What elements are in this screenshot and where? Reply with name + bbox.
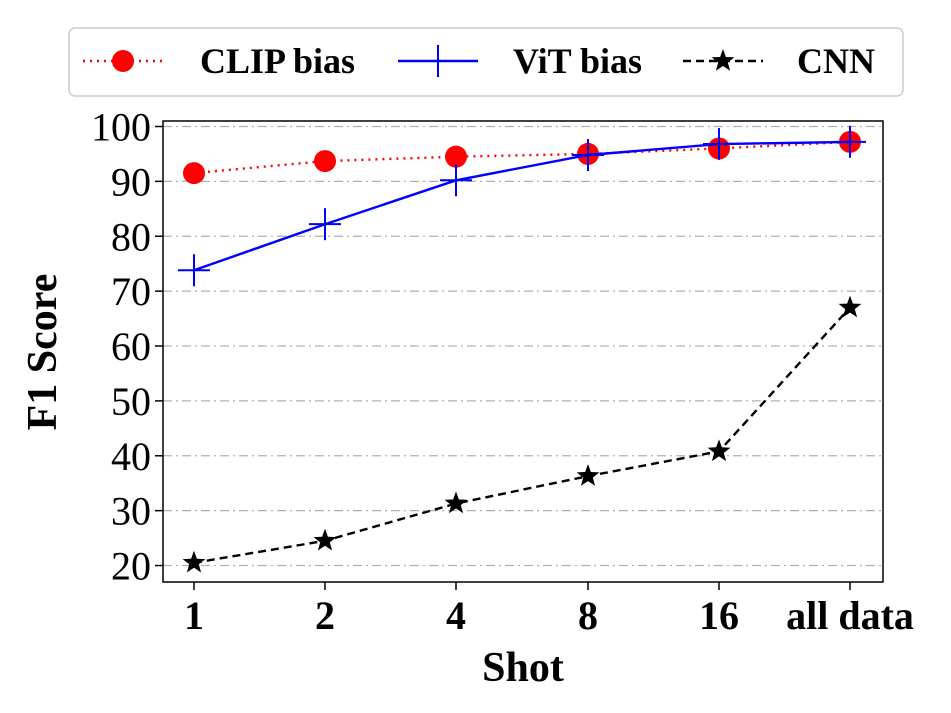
- legend: CLIP bias ViT bias CNN: [68, 27, 904, 97]
- data-point: [444, 491, 468, 514]
- data-point: [440, 164, 472, 197]
- series-line: [193, 140, 851, 175]
- data-point: [309, 208, 341, 241]
- grid-layer: [163, 125, 883, 567]
- data-point: [572, 139, 604, 172]
- data-point: [183, 162, 205, 185]
- data-point: [838, 295, 862, 318]
- y-tick-label: 20: [111, 544, 151, 589]
- legend-marker: [112, 50, 134, 72]
- x-tick-label: 1: [184, 593, 204, 638]
- x-tick-label: all data: [786, 593, 914, 638]
- y-tick-label: 40: [111, 434, 151, 479]
- data-point: [314, 150, 336, 173]
- y-tick-label: 80: [111, 214, 151, 259]
- y-tick-label: 60: [111, 324, 151, 369]
- data-point: [834, 125, 866, 158]
- series-line: [193, 140, 851, 272]
- series-1: [178, 125, 866, 287]
- y-tick-label: 30: [111, 489, 151, 534]
- data-point: [313, 528, 337, 551]
- y-tick-label: 100: [91, 104, 151, 149]
- data-point: [576, 464, 600, 486]
- data-point: [703, 128, 735, 161]
- data-point: [445, 145, 467, 168]
- y-tick-label: 90: [111, 159, 151, 204]
- x-tick-label: 16: [699, 593, 739, 638]
- legend-items: CLIP bias ViT bias CNN: [83, 41, 875, 81]
- legend-box: [68, 27, 904, 97]
- series-layer: [178, 125, 866, 573]
- data-point: [182, 550, 206, 573]
- x-ticks: 1 2 4 8 16 all data: [184, 582, 914, 638]
- y-tick-label: 50: [111, 379, 151, 424]
- plot-frame: [162, 120, 884, 583]
- y-axis-label: F1 Score: [20, 274, 66, 431]
- x-tick-label: 2: [315, 593, 335, 638]
- data-point: [178, 254, 210, 287]
- data-point: [707, 439, 731, 462]
- legend-marker: [422, 45, 454, 77]
- x-tick-label: 4: [446, 593, 466, 638]
- legend-label: CLIP bias: [200, 41, 355, 81]
- legend-label: CNN: [797, 41, 875, 81]
- x-axis-label: Shot: [482, 645, 564, 691]
- legend-item: ViT bias: [398, 41, 642, 81]
- x-tick-label: 8: [578, 593, 598, 638]
- legend-item: CLIP bias: [83, 41, 355, 81]
- legend-label: ViT bias: [513, 41, 642, 81]
- legend-marker: [711, 49, 735, 71]
- y-ticks: 20 30 40 50 60 70 80 90 100: [91, 104, 163, 589]
- legend-item: CNN: [683, 41, 875, 81]
- series-line: [193, 306, 851, 564]
- series-2: [182, 295, 862, 573]
- y-tick-label: 70: [111, 269, 151, 314]
